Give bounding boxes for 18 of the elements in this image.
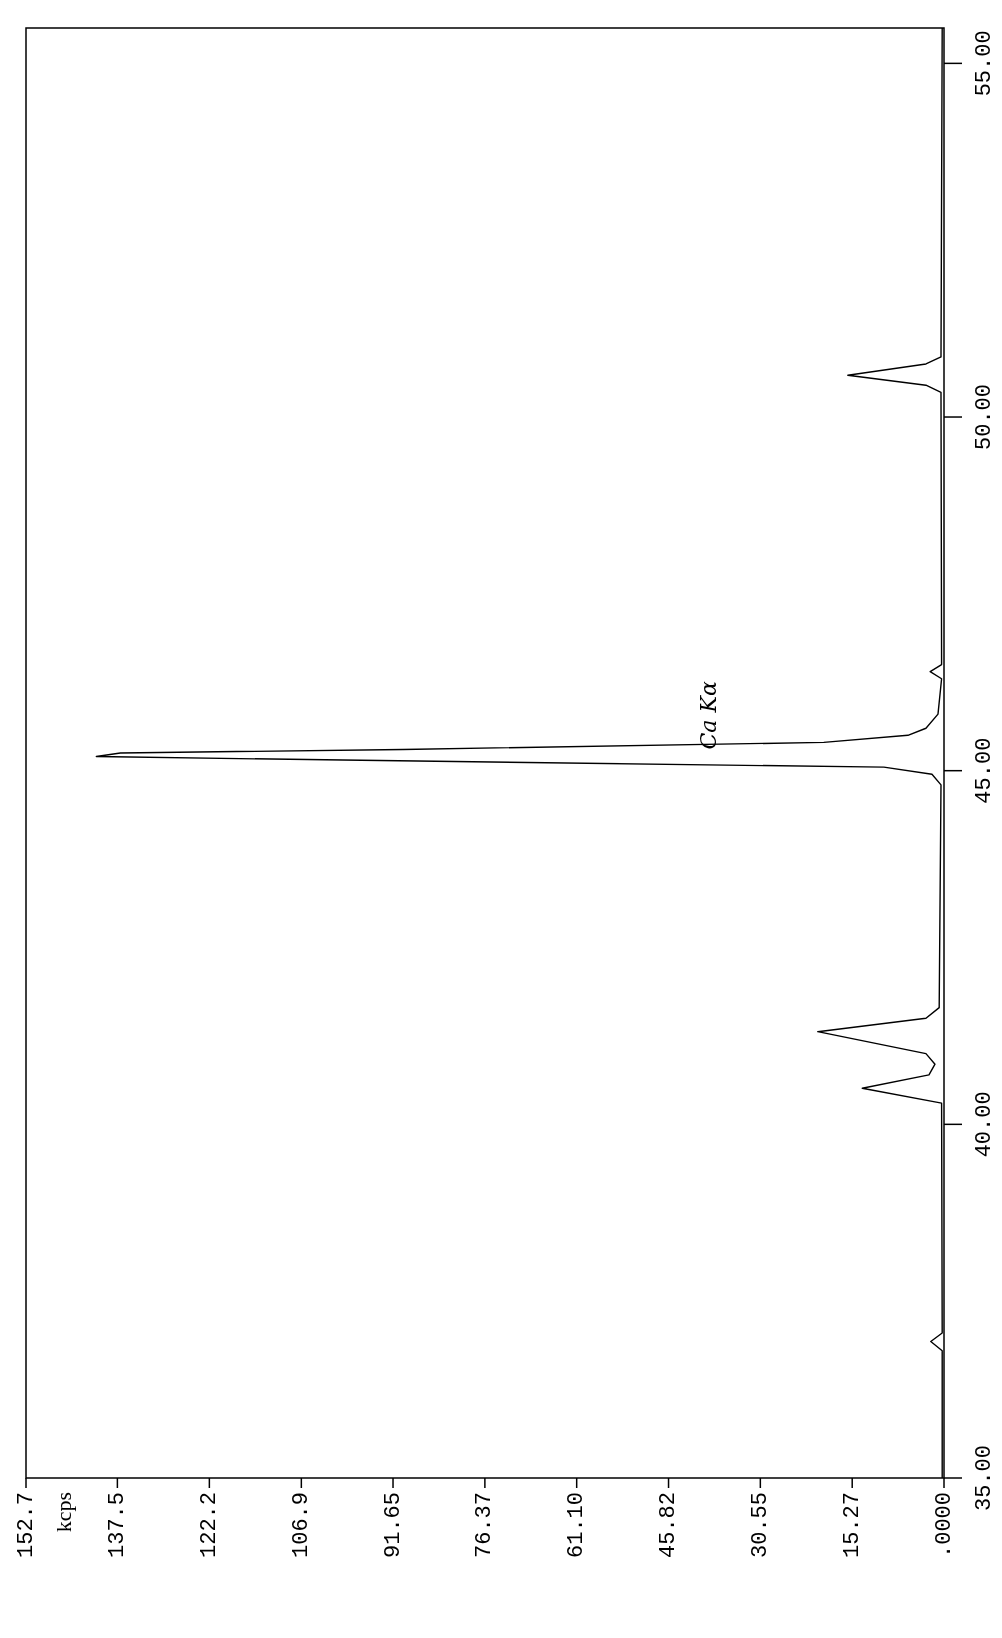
y-tick-label: 50.00 <box>971 384 997 451</box>
x-tick-label: 122.2 <box>196 1492 222 1559</box>
x-tick-label: 15.27 <box>839 1492 865 1559</box>
x-tick-label: 137.5 <box>104 1492 130 1559</box>
x-tick-label: 76.37 <box>472 1492 498 1559</box>
annotation: Ca Kα <box>695 681 721 750</box>
x-tick-label: 106.9 <box>288 1492 314 1559</box>
y-tick-label: 35.00 <box>971 1444 997 1512</box>
y-tick-label: 40.00 <box>971 1091 997 1158</box>
x-tick-label: 45.82 <box>656 1492 682 1559</box>
x-tick-label: 30.55 <box>747 1492 773 1559</box>
x-tick-label: 91.65 <box>380 1492 406 1559</box>
x-tick-label: 61.10 <box>564 1492 590 1559</box>
x-tick-label: 152.7 <box>13 1492 39 1559</box>
y-tick-label: 55.00 <box>971 30 997 97</box>
x-tick-label: .0000 <box>931 1492 957 1559</box>
text: kcps <box>51 1492 77 1533</box>
y-tick-label: 45.00 <box>971 737 997 804</box>
